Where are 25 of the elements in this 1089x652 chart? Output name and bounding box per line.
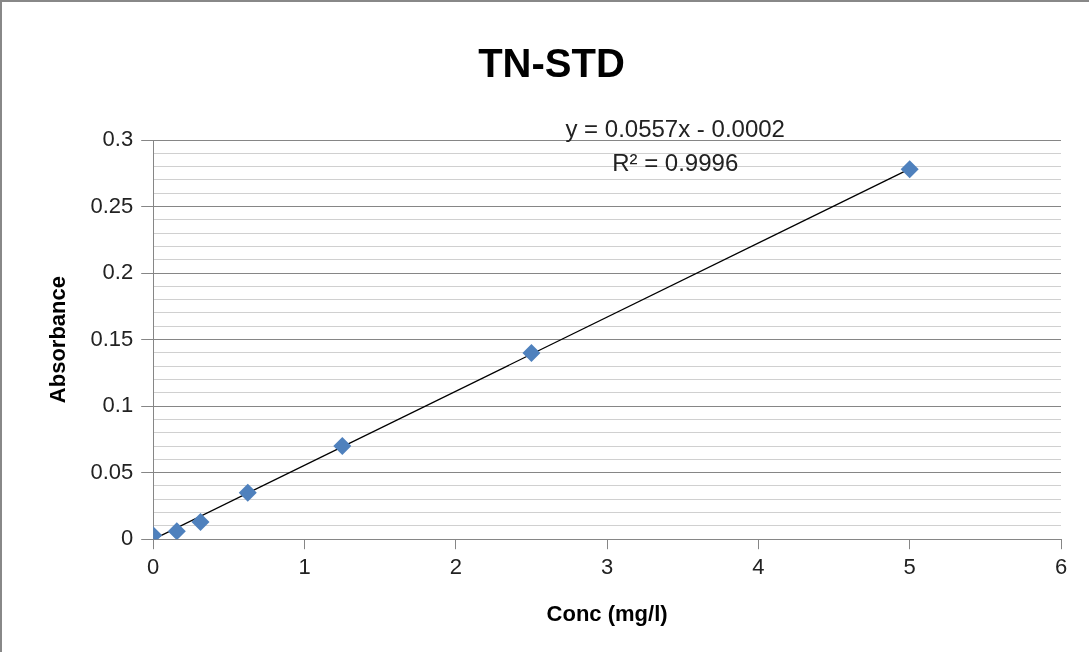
point <box>522 343 541 362</box>
x-tick-label: 5 <box>903 554 916 580</box>
annotation: y = 0.0557x - 0.0002 <box>565 114 785 142</box>
x-tick-label: 4 <box>752 554 765 580</box>
y-tick-label: 0.1 <box>102 392 134 418</box>
y-axis-title: Absorbance <box>45 276 71 404</box>
y-tick-label: 0.25 <box>90 192 134 218</box>
annotation: R² = 0.9996 <box>612 148 739 176</box>
x-axis-title: Conc (mg/l) <box>546 600 668 626</box>
point <box>191 512 210 531</box>
y-tick-label: 0.3 <box>102 126 134 152</box>
x-tick-label: 6 <box>1054 554 1068 580</box>
x-tick-label: 2 <box>449 554 462 580</box>
y-tick-label: 0.15 <box>90 325 134 351</box>
x-tick-label: 0 <box>147 554 160 580</box>
x-tick-label: 1 <box>298 554 311 580</box>
y-tick-label: 0.2 <box>102 259 134 285</box>
y-tick-label: 0 <box>120 525 134 551</box>
point <box>900 160 919 179</box>
point <box>238 483 257 502</box>
chart-title: TN-STD <box>478 41 625 86</box>
y-tick-label: 0.05 <box>90 458 134 484</box>
point <box>333 437 352 456</box>
point <box>167 522 186 540</box>
x-tick-label: 3 <box>600 554 614 580</box>
